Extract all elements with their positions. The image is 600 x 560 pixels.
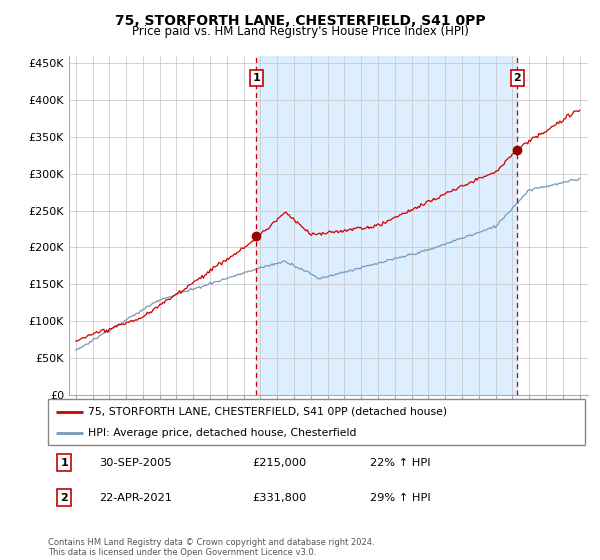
Text: 2: 2 xyxy=(514,73,521,83)
Text: 75, STORFORTH LANE, CHESTERFIELD, S41 0PP (detached house): 75, STORFORTH LANE, CHESTERFIELD, S41 0P… xyxy=(88,407,448,417)
Text: Contains HM Land Registry data © Crown copyright and database right 2024.
This d: Contains HM Land Registry data © Crown c… xyxy=(48,538,374,557)
Text: 29% ↑ HPI: 29% ↑ HPI xyxy=(370,493,431,502)
Text: 30-SEP-2005: 30-SEP-2005 xyxy=(99,458,172,468)
Text: 22-APR-2021: 22-APR-2021 xyxy=(99,493,172,502)
Text: 2: 2 xyxy=(60,493,68,502)
Text: Price paid vs. HM Land Registry's House Price Index (HPI): Price paid vs. HM Land Registry's House … xyxy=(131,25,469,38)
Bar xyxy=(256,56,517,395)
Text: 1: 1 xyxy=(60,458,68,468)
Text: £215,000: £215,000 xyxy=(252,458,307,468)
Text: £331,800: £331,800 xyxy=(252,493,307,502)
Text: 75, STORFORTH LANE, CHESTERFIELD, S41 0PP: 75, STORFORTH LANE, CHESTERFIELD, S41 0P… xyxy=(115,14,485,28)
Text: 22% ↑ HPI: 22% ↑ HPI xyxy=(370,458,431,468)
Text: 1: 1 xyxy=(253,73,260,83)
Text: HPI: Average price, detached house, Chesterfield: HPI: Average price, detached house, Ches… xyxy=(88,428,357,438)
